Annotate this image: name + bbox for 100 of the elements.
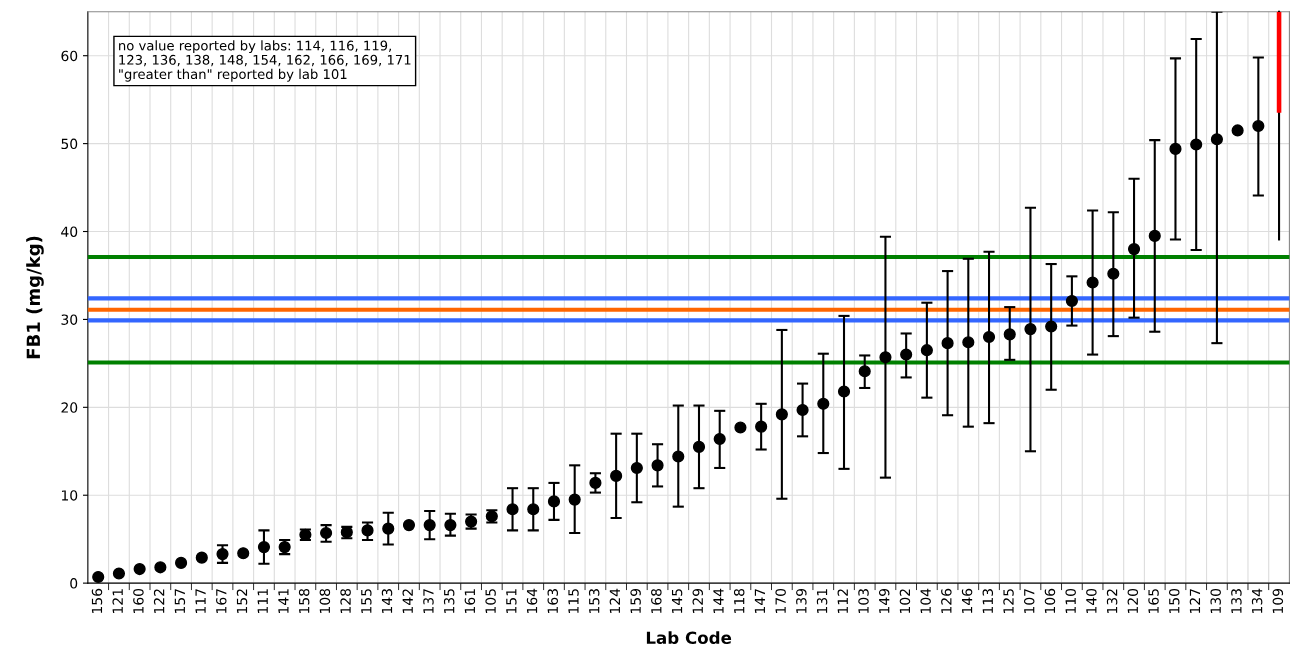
x-tick-label: 143 bbox=[381, 589, 393, 613]
point bbox=[1107, 267, 1120, 280]
x-tick-label: 118 bbox=[733, 588, 745, 613]
y-tick-label: 10 bbox=[61, 490, 78, 501]
x-tick-label: 106 bbox=[1044, 588, 1056, 613]
point bbox=[982, 330, 996, 344]
x-tick-label: 128 bbox=[340, 588, 351, 613]
x-tick-label: 134 bbox=[1251, 588, 1263, 613]
x-tick-label: 164 bbox=[526, 588, 538, 613]
point bbox=[1252, 119, 1265, 133]
point bbox=[382, 522, 395, 535]
point bbox=[1127, 243, 1141, 256]
point bbox=[962, 336, 975, 349]
point bbox=[1003, 328, 1016, 341]
x-tick-label: 129 bbox=[692, 588, 704, 613]
x-tick-label: 117 bbox=[195, 589, 206, 613]
x-tick-label: 132 bbox=[1106, 589, 1118, 613]
point bbox=[92, 570, 105, 584]
x-tick-label: 151 bbox=[506, 589, 517, 613]
x-tick-label: 108 bbox=[319, 588, 331, 613]
point bbox=[1190, 138, 1203, 151]
x-tick-label: 150 bbox=[1169, 588, 1180, 613]
point bbox=[1231, 124, 1244, 137]
point bbox=[879, 351, 892, 364]
x-tick-label: 135 bbox=[443, 589, 455, 613]
x-tick-label: 167 bbox=[216, 589, 227, 613]
x-tick-label: 142 bbox=[402, 589, 413, 613]
x-tick-label: 149 bbox=[878, 588, 890, 613]
point bbox=[1210, 133, 1223, 146]
annotation: no value reported by labs: 114, 116, 119, 123, 136, 138, 148, 154, 162, 166, 169, 171 "greater than" reported by lab 101 bbox=[119, 40, 411, 82]
y-tick-label: 30 bbox=[61, 314, 78, 325]
x-tick-label: 110 bbox=[1065, 588, 1076, 613]
point bbox=[734, 421, 747, 434]
x-tick-label: 160 bbox=[133, 588, 144, 613]
point bbox=[402, 519, 416, 532]
point bbox=[423, 519, 436, 532]
point bbox=[568, 493, 581, 506]
point bbox=[713, 432, 726, 446]
x-tick-label: 153 bbox=[588, 589, 600, 613]
x-tick-label: 146 bbox=[961, 588, 973, 613]
point bbox=[941, 337, 954, 350]
x-tick-label: 155 bbox=[361, 589, 372, 613]
point bbox=[610, 469, 623, 482]
point bbox=[900, 348, 913, 361]
x-tick-label: 170 bbox=[775, 588, 786, 613]
point bbox=[775, 408, 788, 421]
y-tick-label: 20 bbox=[61, 402, 78, 413]
x-axis-title: Lab Code bbox=[646, 631, 732, 645]
x-tick-label: 157 bbox=[174, 589, 186, 613]
point bbox=[755, 420, 768, 433]
point bbox=[154, 561, 167, 574]
x-tick-label: 103 bbox=[858, 589, 869, 613]
x-tick-label: 124 bbox=[609, 588, 620, 613]
point bbox=[817, 397, 830, 410]
x-tick-label: 122 bbox=[153, 589, 165, 613]
x-tick-label: 107 bbox=[1023, 589, 1035, 613]
point bbox=[630, 461, 643, 475]
y-axis-title: FB1 (mg/kg) bbox=[26, 236, 44, 359]
x-tick-label: 105 bbox=[485, 589, 496, 613]
point bbox=[195, 551, 208, 564]
x-tick-label: 137 bbox=[423, 589, 434, 613]
point bbox=[112, 567, 126, 580]
point bbox=[589, 476, 602, 489]
y-tick-label: 50 bbox=[61, 138, 78, 150]
x-tick-label: 165 bbox=[1148, 589, 1159, 613]
point bbox=[133, 562, 146, 576]
x-tick-label: 158 bbox=[298, 588, 310, 613]
x-tick-label: 156 bbox=[91, 588, 103, 613]
x-tick-label: 115 bbox=[568, 589, 579, 613]
point bbox=[1086, 276, 1099, 289]
x-tick-label: 120 bbox=[1127, 588, 1139, 613]
point bbox=[527, 503, 540, 516]
x-tick-label: 102 bbox=[899, 589, 911, 613]
point bbox=[837, 385, 851, 398]
x-tick-label: 163 bbox=[547, 589, 559, 613]
point bbox=[547, 495, 561, 508]
point bbox=[1148, 229, 1161, 242]
x-tick-label: 109 bbox=[1272, 588, 1284, 613]
point bbox=[237, 547, 250, 560]
x-tick-label: 141 bbox=[278, 589, 289, 613]
x-tick-label: 127 bbox=[1189, 589, 1201, 613]
point bbox=[506, 503, 519, 516]
x-tick-label: 126 bbox=[941, 588, 952, 613]
point bbox=[1024, 323, 1037, 336]
x-tick-label: 145 bbox=[671, 589, 683, 613]
point bbox=[1045, 320, 1058, 333]
point bbox=[175, 556, 188, 569]
x-tick-label: 144 bbox=[713, 588, 724, 613]
point bbox=[858, 365, 871, 378]
x-tick-label: 152 bbox=[236, 589, 248, 613]
x-tick-label: 168 bbox=[651, 588, 662, 613]
x-tick-label: 121 bbox=[112, 589, 123, 613]
point bbox=[796, 403, 809, 417]
x-tick-label: 159 bbox=[630, 588, 641, 613]
x-tick-label: 133 bbox=[1231, 589, 1242, 613]
point bbox=[920, 344, 933, 357]
x-tick-label: 161 bbox=[464, 589, 476, 613]
point bbox=[1169, 142, 1182, 155]
y-tick-label: 60 bbox=[61, 50, 78, 62]
point bbox=[651, 459, 664, 472]
